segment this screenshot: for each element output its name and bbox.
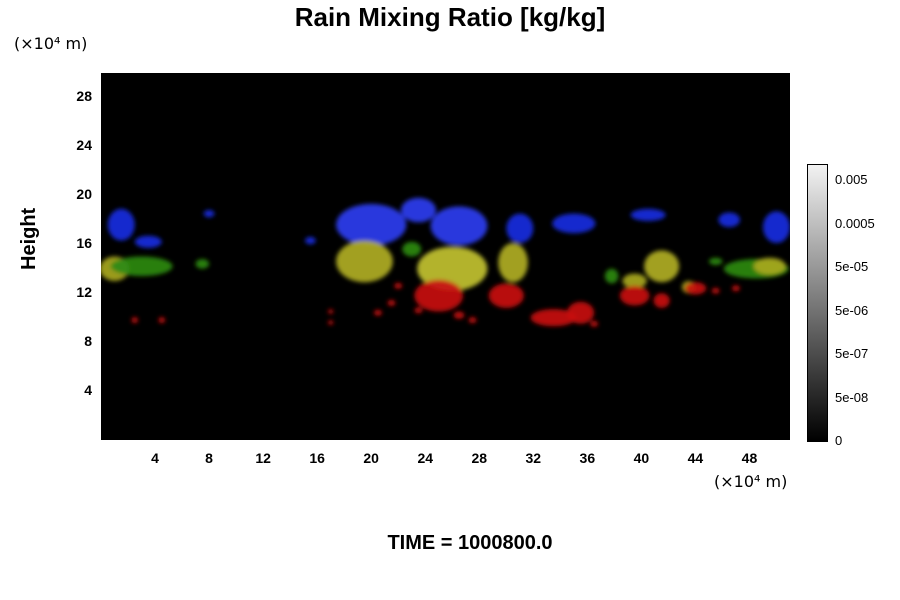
rain-field-svg	[101, 197, 790, 327]
x-tick-label: 48	[741, 450, 758, 466]
colorbar-tick-label: 5e-08	[835, 389, 869, 405]
colorbar-tick-label: 5e-06	[835, 302, 869, 318]
rain-cell-17	[417, 246, 488, 291]
rain-cell-30	[619, 285, 650, 306]
rain-cell-39	[394, 282, 403, 289]
x-tick-label: 28	[471, 450, 488, 466]
rain-cell-27	[488, 283, 524, 308]
rain-cell-3	[304, 236, 316, 245]
rain-cell-8	[552, 213, 596, 234]
x-tick-label: 40	[633, 450, 650, 466]
rain-cell-2	[203, 210, 215, 218]
colorbar	[807, 164, 828, 442]
rain-cell-0	[107, 208, 135, 241]
y-tick-label: 12	[76, 284, 92, 301]
rain-cell-9	[630, 208, 666, 222]
y-tick-label: 24	[76, 137, 92, 154]
y-axis-unit: (×10⁴ m)	[14, 34, 88, 53]
rain-cell-19	[604, 268, 619, 284]
rain-cell-6	[430, 206, 488, 246]
colorbar-tick-label: 0.005	[835, 172, 868, 187]
x-tick-label: 24	[417, 450, 434, 466]
rain-cell-34	[158, 317, 166, 324]
rain-cell-43	[590, 320, 599, 327]
rain-cell-44	[731, 285, 741, 292]
rain-cell-42	[468, 317, 477, 324]
rain-cell-36	[327, 320, 334, 326]
x-tick-label: 12	[255, 450, 271, 466]
x-tick-label: 8	[205, 450, 213, 466]
rain-cell-10	[718, 212, 741, 228]
rain-cell-23	[708, 257, 723, 266]
chart-title: Rain Mixing Ratio [kg/kg]	[294, 2, 606, 32]
colorbar-tick-label: 5e-05	[835, 259, 869, 274]
rain-cell-40	[414, 307, 423, 314]
rain-cell-28	[530, 309, 577, 327]
x-tick-label: 4	[151, 450, 159, 466]
colorbar-tick-label: 0.0005	[835, 215, 875, 231]
rain-cell-33	[131, 317, 139, 324]
plot-area	[101, 73, 790, 440]
rain-cell-15	[336, 240, 393, 283]
colorbar-tick-label: 5e-07	[835, 346, 869, 361]
rain-cell-38	[387, 299, 396, 307]
y-tick-label: 28	[76, 88, 92, 105]
y-tick-label: 16	[76, 235, 92, 252]
rain-cell-14	[195, 258, 210, 269]
rain-cell-7	[506, 213, 534, 244]
rain-cell-41	[453, 311, 465, 319]
time-label: TIME = 1000800.0	[387, 532, 553, 554]
rain-cell-26	[414, 279, 464, 312]
rain-cell-16	[402, 241, 422, 257]
x-tick-label: 36	[579, 450, 596, 466]
colorbar-tick-label: 0	[835, 433, 843, 448]
rain-cell-31	[653, 293, 670, 308]
rain-cell-13	[110, 256, 173, 277]
rain-cell-25	[753, 257, 786, 275]
y-tick-label: 20	[76, 186, 92, 203]
rain-cell-45	[711, 287, 720, 294]
rain-cell-29	[567, 301, 595, 324]
rain-cell-5	[400, 197, 437, 223]
rain-cell-37	[373, 309, 383, 316]
rain-cell-1	[134, 235, 162, 248]
x-tick-label: 32	[525, 450, 542, 466]
rain-cell-35	[327, 309, 334, 314]
rain-cell-4	[336, 203, 407, 246]
rain-cell-32	[684, 282, 707, 295]
x-tick-label: 16	[309, 450, 325, 466]
rain-cell-21	[644, 250, 680, 283]
y-tick-label: 8	[84, 333, 92, 350]
y-axis-label: Height	[18, 207, 40, 270]
x-tick-label: 20	[363, 450, 379, 466]
rain-cell-20	[622, 273, 647, 289]
rain-cell-18	[498, 243, 528, 283]
y-tick-label: 4	[84, 382, 92, 399]
x-axis-unit: (×10⁴ m)	[714, 472, 788, 491]
rain-cell-11	[762, 211, 790, 244]
x-tick-label: 44	[687, 450, 704, 466]
